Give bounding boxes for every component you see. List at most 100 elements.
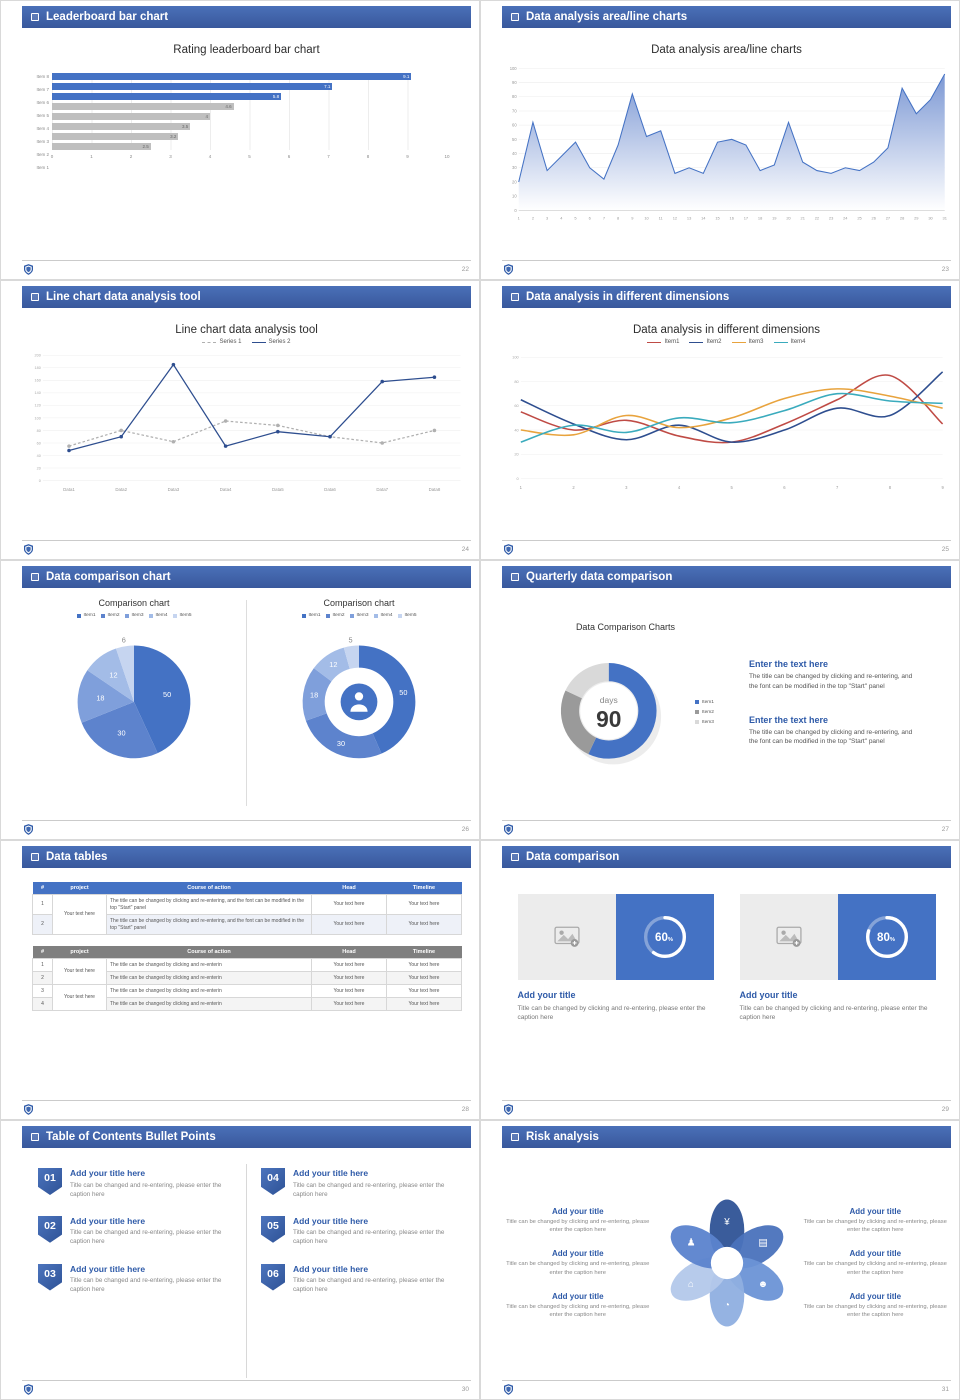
svg-text:25: 25 [857, 216, 862, 221]
pie-chart-panel: Comparison chart Item1 Item2 Item3 Item4 Ite… [22, 588, 246, 818]
pie-slice [302, 668, 332, 721]
slide-body: Add your title Title can be changed by cl… [502, 1148, 951, 1378]
risk-block: Add your title Title can be changed by cl… [504, 1249, 652, 1276]
slide-footer: 28 [22, 1100, 471, 1116]
num: 2 [32, 914, 53, 935]
slide-line-chart-tool[interactable]: Line chart data analysis tool Line chart… [0, 280, 480, 560]
svg-text:1: 1 [520, 485, 523, 490]
risk-block: Add your title Title can be changed by cl… [504, 1207, 652, 1234]
lg-label: Item2 [107, 613, 120, 618]
toc-item[interactable]: 04 Add your title here Title can be change… [261, 1168, 455, 1199]
risk-caption: Title can be changed by clicking and re-… [803, 1219, 947, 1234]
num: 4 [32, 997, 53, 1011]
risk-title: Add your title [849, 1249, 902, 1259]
hbar-val: 4 [205, 114, 208, 119]
head-cell: Your text here [311, 894, 387, 915]
toc-title: Add your title here [293, 1263, 369, 1274]
slide-body: 60% Add your title Title can be changed … [502, 868, 951, 1098]
area-fill [518, 73, 945, 211]
hbar-val: 5.8 [272, 94, 280, 99]
lg-item: Item3 [694, 720, 714, 725]
proj: Your text here [52, 984, 107, 1011]
shield-logo [24, 544, 33, 555]
chart-title: Data Comparison Charts [575, 622, 675, 632]
lg-label: Item4 [790, 339, 806, 345]
svg-text:0: 0 [514, 208, 517, 213]
table-row: 1 Your text here The title can be changed … [32, 958, 462, 985]
slide-header: Data tables [22, 846, 471, 868]
card-title: Add your title [739, 990, 798, 1000]
card-title: Add your title [517, 990, 576, 1000]
risk-title: Add your title [849, 1291, 902, 1301]
svg-text:22: 22 [815, 216, 819, 221]
lg-label: Item2 [332, 613, 345, 618]
people-icon: ☻ [757, 1279, 767, 1290]
square-bullet-icon [31, 13, 39, 21]
risk-title: Add your title [551, 1207, 604, 1217]
toc-item[interactable]: 06 Add your title here Title can be change… [261, 1263, 455, 1295]
slide-toc-bullet-points[interactable]: Table of Contents Bullet Points 01 Add yo… [0, 1120, 480, 1400]
slide-header-title: Line chart data analysis tool [46, 291, 201, 303]
slide-footer: 23 [502, 260, 951, 276]
svg-text:80: 80 [37, 429, 41, 433]
toc-item[interactable]: 03 Add your title here Title can be change… [38, 1263, 232, 1295]
hbar-val: 3.2 [170, 134, 177, 139]
line-series [68, 363, 435, 452]
toc-item[interactable]: 01 Add your title here Title can be change… [38, 1168, 232, 1199]
lg-label: Item4 [380, 613, 393, 618]
chart-legend: Item1 Item2 Item3 Item4 [502, 339, 951, 345]
svg-text:Data1: Data1 [63, 487, 75, 492]
svg-text:28: 28 [900, 216, 905, 221]
slide-header-title: Data analysis area/line charts [526, 11, 688, 23]
svg-text:9: 9 [631, 216, 634, 221]
slide-data-tables[interactable]: Data tables # project Course of action Head… [0, 840, 480, 1120]
donut-segment [560, 690, 597, 755]
tbl-col-header: # [32, 882, 53, 895]
lg-label: Item5 [404, 613, 417, 618]
slide-header: Line chart data analysis tool [22, 286, 471, 308]
person-icon: ♟ [686, 1238, 695, 1249]
svg-text:7: 7 [836, 485, 839, 490]
page-number: 22 [461, 266, 469, 273]
timeline-cell: Your text here [386, 984, 462, 998]
svg-text:20: 20 [786, 216, 791, 221]
risk-block: Add your title Title can be changed by cl… [504, 1292, 652, 1319]
donut-segment [565, 663, 609, 699]
page-number: 28 [461, 1106, 469, 1113]
square-bullet-icon [511, 1133, 519, 1141]
slide-body: Data Comparison Charts days 90 Item1 Item2… [502, 588, 951, 818]
table-row: 2 The title can be changed by clicking an… [32, 971, 462, 985]
progress-panel: 80% [837, 894, 936, 980]
comparison-card: 60% Add your title Title can be changed … [517, 894, 714, 1023]
lg-label: Item1 [701, 699, 714, 705]
number-badge: 06 [261, 1263, 285, 1291]
toc-item[interactable]: 02 Add your title here Title can be change… [38, 1215, 232, 1247]
hbar-val: 7.1 [324, 84, 331, 89]
slide-area-line-charts[interactable]: Data analysis area/line charts Data anal… [480, 0, 960, 280]
slide-header-title: Data analysis in different dimensions [526, 291, 730, 303]
svg-text:15: 15 [715, 216, 720, 221]
slide-risk-analysis[interactable]: Risk analysis Add your title Title can be… [480, 1120, 960, 1400]
lg-label: Item2 [706, 339, 722, 345]
line-series [68, 420, 435, 447]
course: The title can be changed by clicking and… [106, 984, 312, 998]
chart-title: Comparison chart [323, 598, 395, 608]
slide-header: Quarterly data comparison [502, 566, 951, 588]
lg-item: Item1 [694, 699, 714, 705]
slide-dimensions-analysis[interactable]: Data analysis in different dimensions Da… [480, 280, 960, 560]
lg-sq [373, 613, 378, 618]
slide-data-comparison-chart[interactable]: Data comparison chart Comparison chart I… [0, 560, 480, 840]
slide-header: Leaderboard bar chart [22, 6, 471, 28]
toc-caption: Title can be changed and re-entering, pl… [70, 1181, 222, 1198]
svg-text:5: 5 [574, 216, 577, 221]
svg-text:10: 10 [512, 194, 517, 199]
svg-text:12: 12 [109, 670, 117, 679]
text-block-heading: Enter the text here [748, 715, 828, 725]
svg-text:50: 50 [512, 137, 517, 142]
head-cell: Your text here [311, 984, 387, 998]
slide-data-comparison[interactable]: Data comparison [480, 840, 960, 1120]
svg-text:180: 180 [35, 366, 41, 370]
slide-leaderboard-bar-chart[interactable]: Leaderboard bar chart Rating leaderboard… [0, 0, 480, 280]
toc-item[interactable]: 05 Add your title here Title can be change… [261, 1215, 455, 1247]
slide-quarterly-data-comparison[interactable]: Quarterly data comparison Data Compariso… [480, 560, 960, 840]
